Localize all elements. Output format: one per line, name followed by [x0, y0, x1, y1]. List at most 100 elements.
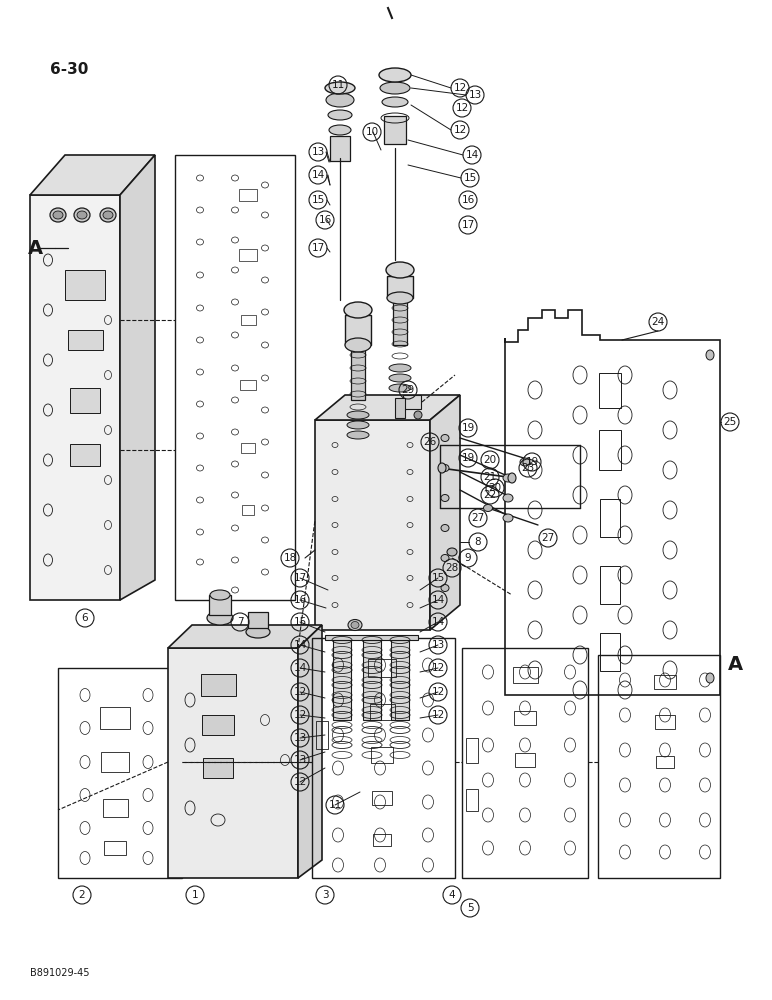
Ellipse shape [325, 82, 355, 94]
Bar [239, 189, 257, 201]
Polygon shape [325, 635, 418, 640]
Ellipse shape [503, 494, 513, 502]
Bar [372, 791, 392, 805]
Bar [599, 372, 621, 408]
Text: 5: 5 [467, 903, 473, 913]
Bar [203, 758, 233, 778]
Text: 14: 14 [293, 640, 306, 650]
Text: 13: 13 [293, 755, 306, 765]
Bar [65, 270, 105, 300]
Polygon shape [430, 395, 460, 630]
Text: 12: 12 [453, 83, 466, 93]
Text: 10: 10 [365, 127, 378, 137]
Ellipse shape [210, 590, 230, 600]
Ellipse shape [441, 434, 449, 442]
Text: 15: 15 [432, 573, 445, 583]
Text: 12: 12 [293, 777, 306, 787]
Ellipse shape [77, 211, 87, 219]
Text: 16: 16 [318, 215, 332, 225]
Polygon shape [315, 420, 430, 630]
Text: 15: 15 [463, 173, 476, 183]
Text: A: A [727, 656, 743, 674]
Bar [67, 330, 103, 350]
Bar [513, 667, 537, 683]
Ellipse shape [380, 82, 410, 94]
Text: 7: 7 [237, 617, 243, 627]
Ellipse shape [441, 584, 449, 591]
Text: 12: 12 [432, 687, 445, 697]
Text: 14: 14 [311, 170, 324, 180]
Ellipse shape [441, 554, 449, 562]
Text: 26: 26 [423, 437, 437, 447]
Polygon shape [168, 625, 322, 648]
Text: 12: 12 [432, 663, 445, 673]
Text: 20: 20 [489, 483, 502, 493]
Bar [330, 135, 350, 160]
Ellipse shape [347, 431, 369, 439]
Ellipse shape [706, 350, 714, 360]
Ellipse shape [100, 208, 116, 222]
Bar [391, 640, 409, 720]
Bar [514, 711, 536, 725]
Text: 15: 15 [293, 617, 306, 627]
Text: 25: 25 [723, 417, 736, 427]
Ellipse shape [508, 473, 516, 483]
Ellipse shape [706, 673, 714, 683]
Bar [654, 675, 676, 689]
Text: 11: 11 [331, 80, 344, 90]
Bar [241, 315, 256, 325]
Ellipse shape [53, 211, 63, 219]
Text: 3: 3 [322, 890, 328, 900]
Ellipse shape [386, 262, 414, 278]
Bar [316, 721, 328, 749]
Text: 29: 29 [401, 385, 415, 395]
Text: 13: 13 [311, 147, 324, 157]
Bar [393, 300, 407, 344]
Ellipse shape [389, 384, 411, 392]
Bar [656, 756, 674, 768]
Text: 23: 23 [521, 463, 535, 473]
Text: 14: 14 [432, 595, 445, 605]
Text: 13: 13 [432, 640, 445, 650]
Ellipse shape [344, 302, 372, 318]
Ellipse shape [389, 374, 411, 382]
Bar [403, 395, 421, 409]
Text: 27: 27 [541, 533, 554, 543]
Text: 12: 12 [293, 687, 306, 697]
Text: 12: 12 [455, 103, 469, 113]
Text: 13: 13 [469, 90, 482, 100]
Polygon shape [30, 195, 120, 600]
Text: 17: 17 [311, 243, 324, 253]
Bar [345, 315, 371, 345]
Bar [466, 738, 478, 762]
Text: 6: 6 [82, 613, 88, 623]
Bar [101, 752, 129, 772]
Ellipse shape [503, 514, 513, 522]
Text: 27: 27 [472, 513, 485, 523]
Ellipse shape [345, 338, 371, 352]
Bar [70, 444, 100, 466]
Ellipse shape [441, 464, 449, 472]
Ellipse shape [328, 110, 352, 120]
Bar [599, 430, 621, 470]
Bar [655, 715, 675, 729]
Polygon shape [120, 155, 155, 600]
Text: 16: 16 [293, 595, 306, 605]
Ellipse shape [329, 125, 351, 135]
Ellipse shape [348, 619, 362, 631]
Text: 17: 17 [293, 573, 306, 583]
Ellipse shape [103, 211, 113, 219]
Bar [209, 595, 231, 615]
Text: 22: 22 [483, 490, 496, 500]
Text: 18: 18 [283, 553, 296, 563]
Text: 8: 8 [475, 537, 481, 547]
Ellipse shape [50, 208, 66, 222]
Text: 1: 1 [191, 890, 198, 900]
Text: 19: 19 [462, 423, 475, 433]
Ellipse shape [520, 458, 530, 466]
Text: 15: 15 [311, 195, 324, 205]
Text: B891029-45: B891029-45 [30, 968, 90, 978]
Ellipse shape [483, 504, 493, 512]
Polygon shape [298, 625, 322, 878]
Bar [241, 443, 255, 453]
